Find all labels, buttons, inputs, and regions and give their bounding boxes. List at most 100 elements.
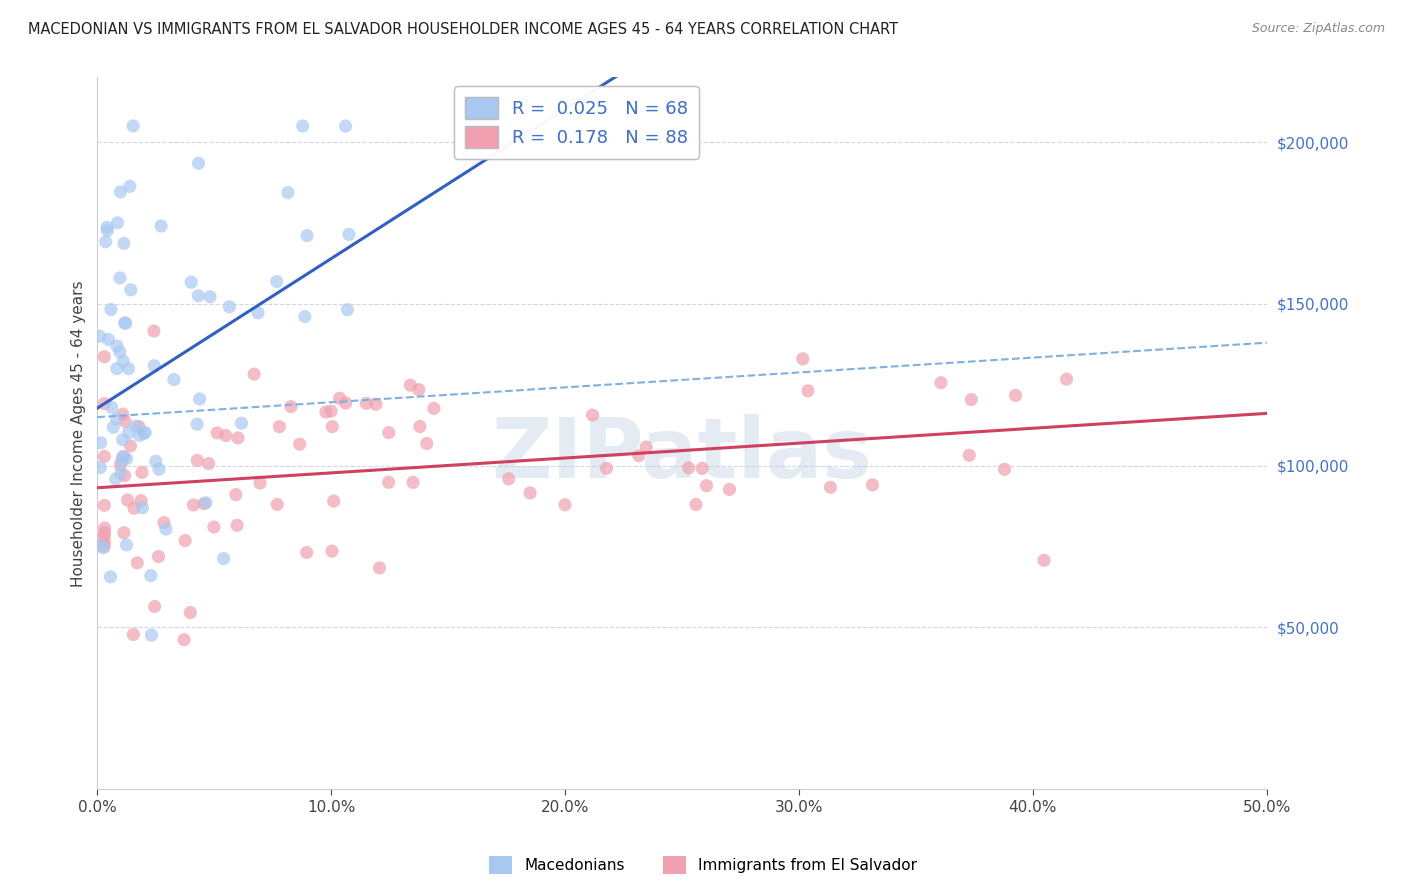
Point bbox=[554, 498, 576, 512]
Point bbox=[112, 450, 135, 464]
Point bbox=[122, 119, 145, 133]
Point bbox=[377, 475, 399, 490]
Point bbox=[120, 439, 142, 453]
Point bbox=[93, 450, 115, 464]
Point bbox=[93, 499, 115, 513]
Point bbox=[280, 400, 302, 414]
Point bbox=[110, 458, 132, 472]
Point bbox=[105, 339, 128, 353]
Point bbox=[111, 450, 134, 464]
Point bbox=[127, 556, 149, 570]
Point bbox=[321, 544, 343, 558]
Point bbox=[198, 290, 221, 304]
Point bbox=[243, 367, 266, 381]
Point bbox=[93, 397, 115, 411]
Point bbox=[148, 549, 170, 564]
Point bbox=[90, 435, 112, 450]
Point bbox=[94, 235, 117, 249]
Point bbox=[266, 497, 288, 511]
Point bbox=[112, 525, 135, 540]
Point bbox=[108, 344, 131, 359]
Point bbox=[225, 487, 247, 501]
Point bbox=[288, 437, 311, 451]
Point bbox=[174, 533, 197, 548]
Point bbox=[117, 425, 139, 440]
Point bbox=[277, 186, 299, 200]
Point bbox=[218, 300, 240, 314]
Point bbox=[139, 568, 162, 582]
Point bbox=[718, 483, 741, 497]
Point bbox=[108, 271, 131, 285]
Point bbox=[129, 493, 152, 508]
Point bbox=[193, 497, 215, 511]
Point bbox=[179, 606, 201, 620]
Point bbox=[96, 223, 118, 237]
Point bbox=[368, 561, 391, 575]
Point bbox=[110, 185, 132, 199]
Point bbox=[180, 275, 202, 289]
Legend: R =  0.025   N = 68, R =  0.178   N = 88: R = 0.025 N = 68, R = 0.178 N = 88 bbox=[454, 87, 699, 159]
Point bbox=[335, 396, 357, 410]
Point bbox=[143, 599, 166, 614]
Point bbox=[111, 433, 134, 447]
Point bbox=[690, 461, 713, 475]
Point bbox=[202, 520, 225, 534]
Point bbox=[150, 219, 173, 233]
Point bbox=[319, 404, 342, 418]
Point bbox=[820, 480, 842, 494]
Point bbox=[141, 628, 163, 642]
Point bbox=[294, 310, 316, 324]
Point bbox=[145, 454, 167, 468]
Point bbox=[402, 475, 425, 490]
Point bbox=[187, 289, 209, 303]
Point bbox=[957, 448, 980, 462]
Point bbox=[336, 302, 359, 317]
Point bbox=[132, 426, 155, 441]
Point bbox=[409, 419, 432, 434]
Point bbox=[112, 236, 135, 251]
Point bbox=[215, 428, 238, 442]
Point bbox=[103, 420, 125, 434]
Point bbox=[581, 408, 603, 422]
Point bbox=[148, 462, 170, 476]
Point bbox=[329, 391, 352, 405]
Point bbox=[685, 498, 707, 512]
Point bbox=[118, 179, 141, 194]
Point bbox=[929, 376, 952, 390]
Text: MACEDONIAN VS IMMIGRANTS FROM EL SALVADOR HOUSEHOLDER INCOME AGES 45 - 64 YEARS : MACEDONIAN VS IMMIGRANTS FROM EL SALVADO… bbox=[28, 22, 898, 37]
Point bbox=[226, 518, 249, 533]
Point bbox=[187, 156, 209, 170]
Point bbox=[117, 361, 139, 376]
Point bbox=[115, 451, 138, 466]
Point bbox=[186, 453, 208, 467]
Y-axis label: Householder Income Ages 45 - 64 years: Householder Income Ages 45 - 64 years bbox=[72, 280, 86, 587]
Point bbox=[153, 516, 176, 530]
Point bbox=[416, 436, 439, 450]
Point bbox=[131, 500, 153, 515]
Point bbox=[1056, 372, 1078, 386]
Point bbox=[143, 359, 166, 373]
Point bbox=[498, 472, 520, 486]
Point bbox=[93, 350, 115, 364]
Point bbox=[792, 351, 814, 366]
Point bbox=[93, 539, 115, 553]
Point bbox=[321, 419, 343, 434]
Point bbox=[105, 412, 128, 426]
Point bbox=[212, 551, 235, 566]
Point bbox=[122, 501, 145, 516]
Text: ZIPatlas: ZIPatlas bbox=[492, 414, 873, 495]
Point bbox=[89, 539, 111, 553]
Point bbox=[205, 425, 228, 440]
Point bbox=[100, 302, 122, 317]
Point bbox=[1033, 553, 1056, 567]
Point bbox=[120, 283, 142, 297]
Point bbox=[295, 545, 318, 559]
Point bbox=[797, 384, 820, 398]
Point bbox=[104, 472, 127, 486]
Point bbox=[93, 529, 115, 543]
Point bbox=[93, 525, 115, 540]
Point bbox=[595, 461, 617, 475]
Point bbox=[114, 468, 136, 483]
Point bbox=[89, 460, 111, 475]
Point bbox=[636, 440, 658, 454]
